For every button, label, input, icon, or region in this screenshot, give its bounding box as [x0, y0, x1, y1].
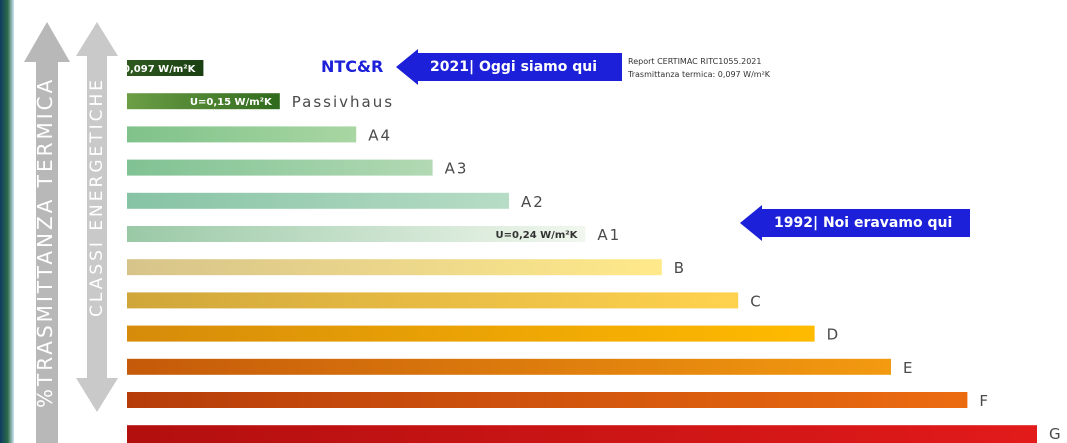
category-label: A2 — [521, 193, 545, 211]
bar-value-label: U=0,097 W/m²K — [107, 64, 197, 75]
category-label: C — [750, 292, 762, 310]
category-label: F — [979, 392, 990, 410]
bar-e — [127, 358, 891, 375]
bar-ntc-r — [127, 60, 204, 76]
report-line-2: Trasmittanza termica: 0,097 W/m²K — [628, 70, 771, 79]
bar-value-label: U=0,15 W/m²K — [190, 97, 273, 108]
callout-2021-text: 2021| Oggi siamo qui — [430, 59, 598, 75]
report-note: Report CERTIMAC RITC1055.2021 Trasmittan… — [628, 55, 770, 81]
outer-axis-arrow — [24, 22, 70, 443]
bar-a1 — [127, 226, 586, 242]
bar-f — [127, 392, 968, 408]
category-label: Passivhaus — [292, 93, 394, 111]
callout-1992: 1992| Noi eravamo qui — [740, 205, 970, 241]
bar-a2 — [127, 192, 509, 209]
bar-passivhaus — [127, 93, 280, 110]
category-label: D — [827, 326, 841, 344]
report-line-1: Report CERTIMAC RITC1055.2021 — [628, 57, 762, 66]
callout-2021: 2021| Oggi siamo qui — [396, 49, 622, 85]
category-label: A4 — [368, 126, 392, 144]
bar-g — [127, 425, 1037, 443]
category-label: G — [1049, 425, 1063, 443]
bar-c — [127, 292, 739, 309]
category-label: A3 — [445, 160, 469, 178]
bar-a3 — [127, 159, 433, 176]
category-label: A1 — [597, 226, 621, 244]
left-edge-strip — [0, 0, 14, 443]
bar-value-label: U=0,24 W/m²K — [496, 230, 579, 241]
bar-a4 — [127, 126, 357, 143]
category-label: B — [674, 259, 686, 277]
bar-d — [127, 325, 815, 342]
bar-b — [127, 259, 662, 276]
inner-axis-arrow — [76, 22, 118, 412]
category-label: E — [903, 359, 914, 377]
ntcr-label: NTC&R — [321, 57, 384, 76]
callout-1992-text: 1992| Noi eravamo qui — [774, 215, 953, 231]
